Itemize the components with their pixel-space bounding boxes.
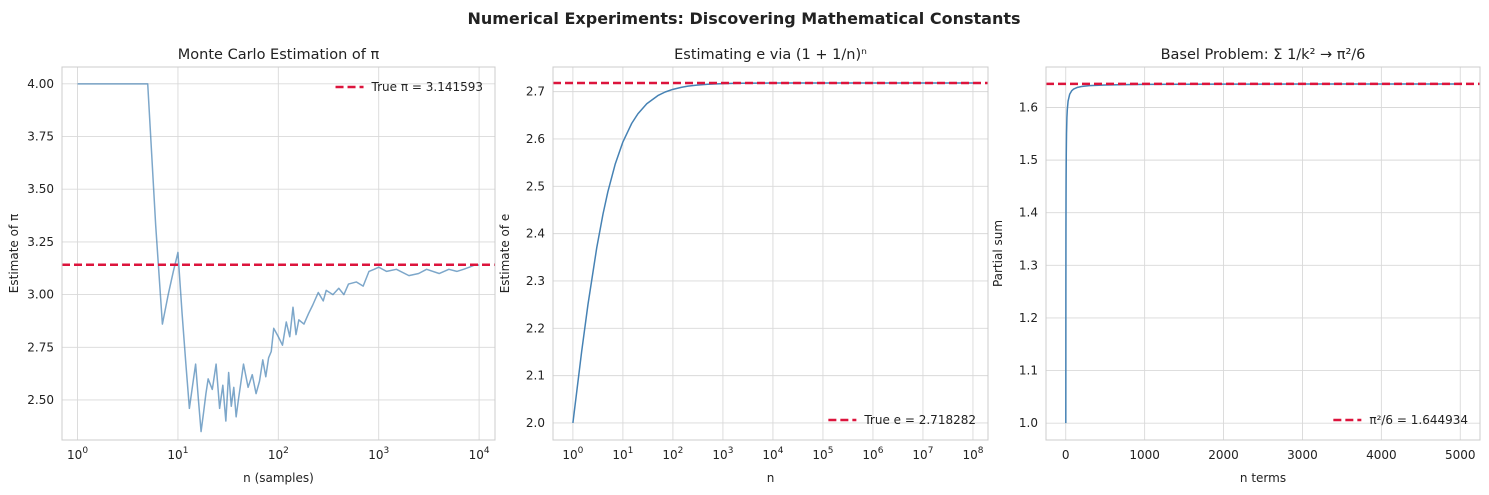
figure-suptitle: Numerical Experiments: Discovering Mathe… [467,9,1020,28]
y-tick-label: 2.0 [526,416,545,430]
y-tick-label: 2.2 [526,321,545,335]
axes-background [553,67,988,440]
axes-frame [1045,66,1481,441]
y-tick-label: 2.7 [526,85,545,99]
x-axis-label: n [767,471,775,485]
y-tick-label: 1.2 [1019,311,1038,325]
axes-background [1046,67,1480,440]
y-tick-label: 3.25 [27,235,54,249]
x-tick-label: 104 [762,446,783,462]
x-tick-label: 101 [612,446,633,462]
x-tick-label: 103 [368,446,389,462]
x-tick-label: 101 [167,446,188,462]
x-tick-label: 104 [469,446,490,462]
plot-area [1046,67,1480,440]
plot-area [62,67,495,440]
x-tick-label: 102 [662,446,683,462]
axes-frame [61,66,496,441]
x-tick-label: 103 [712,446,733,462]
y-tick-label: 2.4 [526,227,545,241]
y-tick-label: 1.6 [1019,101,1038,115]
y-tick-label: 3.00 [27,288,54,302]
x-tick-label: 0 [1062,448,1070,462]
y-axis-label: Partial sum [991,220,1005,287]
estimating-e-panel: Estimating e via (1 + 1/n)ⁿ n Estimate o… [498,47,989,485]
y-tick-label: 2.5 [526,179,545,193]
x-tick-label: 106 [862,446,883,462]
x-tick-label: 105 [812,446,833,462]
y-tick-label: 1.5 [1019,153,1038,167]
panel-title: Monte Carlo Estimation of π [178,47,380,63]
y-tick-label: 4.00 [27,77,54,91]
y-tick-label: 2.1 [526,369,545,383]
x-tick-label: 3000 [1287,448,1318,462]
y-tick-label: 1.4 [1019,206,1038,220]
basel-problem-panel: Basel Problem: Σ 1/k² → π²/6 n terms Par… [991,47,1481,485]
y-tick-label: 1.1 [1019,364,1038,378]
x-tick-label: 2000 [1208,448,1239,462]
x-axis-label: n terms [1240,471,1286,485]
y-tick-label: 2.3 [526,274,545,288]
y-tick-label: 2.6 [526,132,545,146]
y-tick-label: 2.75 [27,340,54,354]
x-tick-label: 100 [562,446,583,462]
y-tick-label: 3.50 [27,182,54,196]
x-axis-label: n (samples) [243,471,314,485]
axes-frame [552,66,989,441]
plot-area [553,67,988,440]
monte-carlo-pi-panel: Monte Carlo Estimation of π n (samples) … [7,47,496,485]
panel-title: Basel Problem: Σ 1/k² → π²/6 [1161,47,1366,63]
x-tick-label: 108 [962,446,983,462]
y-tick-label: 2.50 [27,393,54,407]
y-axis-label: Estimate of π [7,214,21,293]
x-tick-label: 5000 [1445,448,1476,462]
x-tick-label: 1000 [1129,448,1160,462]
legend-label: True e = 2.718282 [863,413,976,427]
y-tick-label: 1.3 [1019,258,1038,272]
legend-label: True π = 3.141593 [371,80,483,94]
series-line [77,83,480,433]
x-tick-label: 102 [268,446,289,462]
y-tick-label: 3.75 [27,130,54,144]
y-tick-label: 1.0 [1019,416,1038,430]
panel-title: Estimating e via (1 + 1/n)ⁿ [674,47,867,63]
x-tick-label: 100 [67,446,88,462]
y-axis-label: Estimate of e [498,214,512,294]
x-tick-label: 4000 [1366,448,1397,462]
x-tick-label: 107 [912,446,933,462]
legend-label: π²/6 = 1.644934 [1369,413,1468,427]
